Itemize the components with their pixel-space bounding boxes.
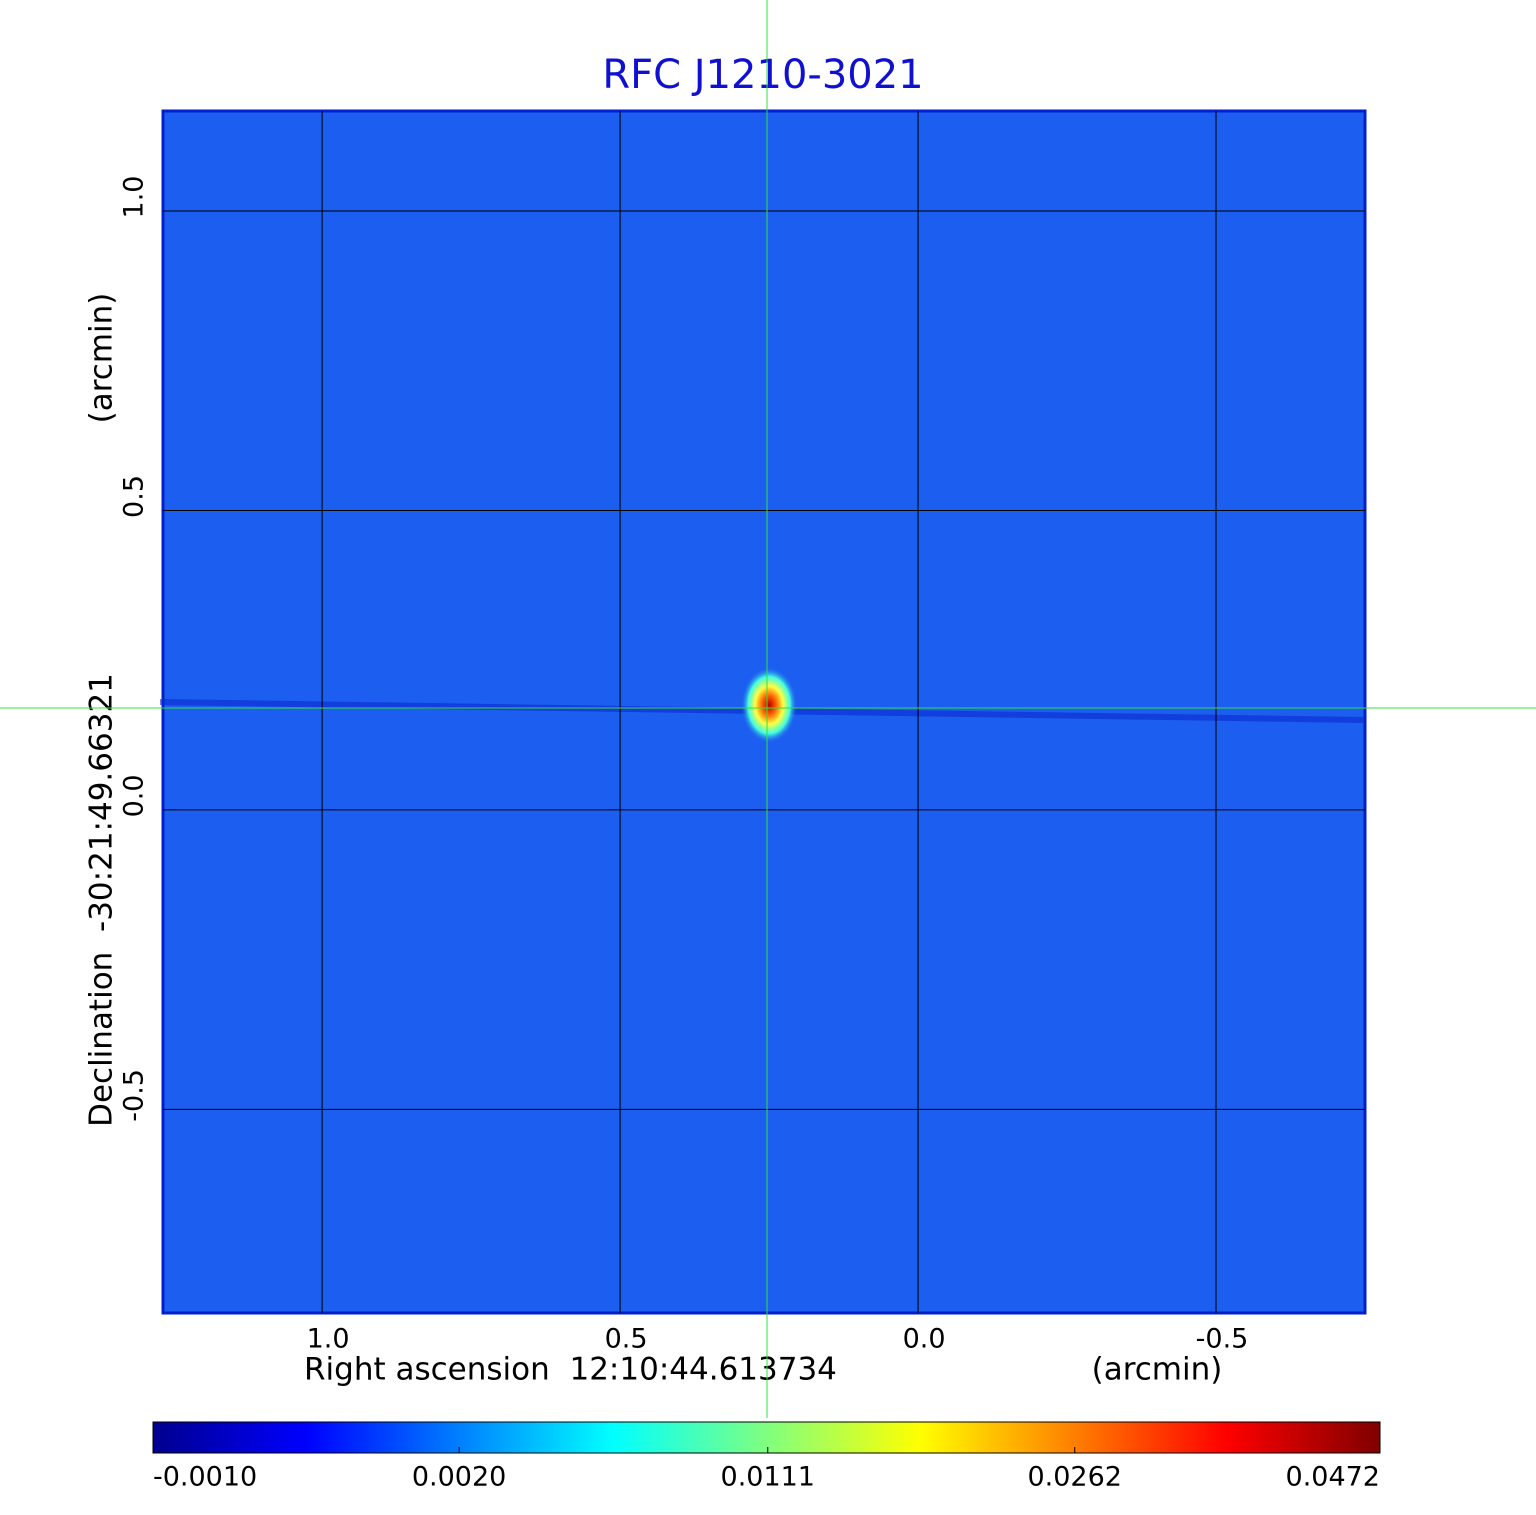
x-tick-label: 1.0 <box>307 1324 350 1355</box>
x-axis-label: Right ascension 12:10:44.613734 <box>304 1352 837 1388</box>
y-tick-label: 0.0 <box>119 774 150 817</box>
y-axis-unit: (arcmin) <box>84 293 120 424</box>
source <box>741 667 798 744</box>
y-tick-label: -0.5 <box>119 1069 150 1122</box>
x-tick-label: -0.5 <box>1196 1324 1249 1355</box>
x-axis-unit: (arcmin) <box>1092 1352 1223 1388</box>
colorbar-tick-label: 0.0111 <box>721 1462 815 1493</box>
y-tick-label: 1.0 <box>119 176 150 219</box>
x-tick-label: 0.5 <box>605 1324 648 1355</box>
y-axis-label: Declination -30:21:49.66321 <box>84 673 120 1127</box>
x-tick-label: 0.0 <box>903 1324 946 1355</box>
colorbar <box>152 1421 1381 1454</box>
colorbar-tick-label: 0.0262 <box>1027 1462 1121 1493</box>
plot-layer: 1.0 0.5 0.0 -0.5 1.0 0.5 0.0 -0.5 -0.0010 0.0020 0… <box>119 111 1381 1493</box>
chart-title: RFC J1210-3021 <box>602 52 923 98</box>
colorbar-tick-label: 0.0472 <box>1286 1462 1380 1493</box>
y-tick-label: 0.5 <box>119 475 150 518</box>
colorbar-tick-label: 0.0020 <box>412 1462 506 1493</box>
colorbar-tick-label: -0.0010 <box>153 1462 257 1493</box>
